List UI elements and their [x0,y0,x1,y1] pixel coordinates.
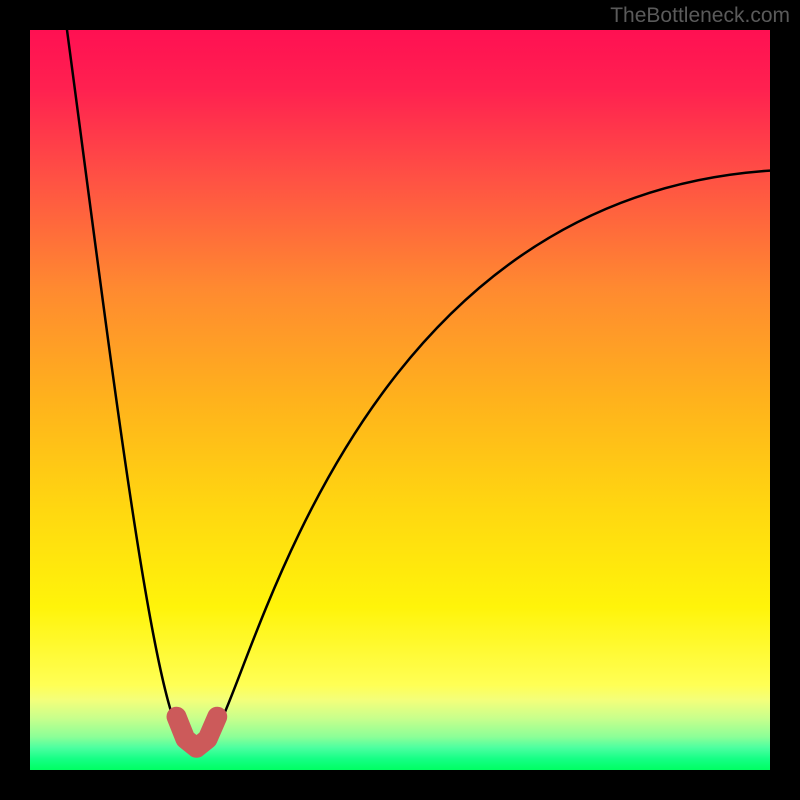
plot-gradient-background [30,30,770,770]
watermark-text: TheBottleneck.com [610,4,790,28]
bottleneck-chart [0,0,800,800]
